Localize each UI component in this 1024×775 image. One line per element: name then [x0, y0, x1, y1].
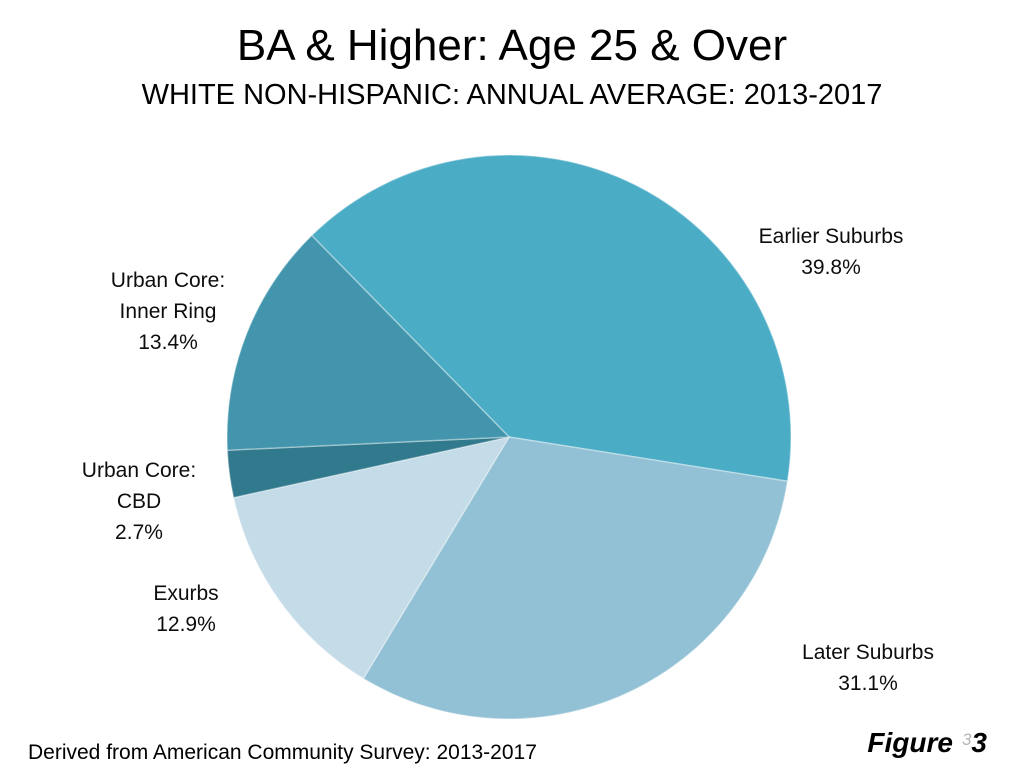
slice-label-exurbs: Exurbs 12.9% — [153, 578, 218, 640]
slice-label-line: Urban Core: — [110, 269, 226, 292]
figure-caption: Figure 33 — [867, 727, 987, 759]
slice-label-earlier-suburbs: Earlier Suburbs 39.8% — [759, 221, 904, 283]
slice-label-line: 31.1% — [838, 672, 898, 695]
slice-label-line: 39.8% — [801, 256, 861, 279]
chart-title: BA & Higher: Age 25 & Over — [236, 21, 788, 70]
pie-slice-exurbs — [232, 436, 510, 680]
slice-label-line: CBD — [116, 490, 162, 513]
slice-label-line: Earlier Suburbs — [758, 225, 904, 248]
pie-slice-later-suburbs — [362, 436, 789, 720]
slice-label-line: 13.4% — [138, 331, 198, 354]
figure-ghost-digit: 3 — [961, 730, 972, 749]
source-note: Derived from American Community Survey: … — [28, 741, 537, 764]
pie-slice-earlier-suburbs — [310, 154, 792, 482]
figure-caption-number: 3 — [971, 727, 987, 758]
slice-label-line: Later Suburbs — [802, 641, 934, 664]
slice-label-later-suburbs: Later Suburbs 31.1% — [802, 637, 934, 699]
chart-subtitle: WHITE NON-HISPANIC: ANNUAL AVERAGE: 2013… — [141, 79, 883, 111]
pie-slice-urban-core-inner-ring — [226, 234, 510, 451]
figure-caption-label: Figure — [867, 727, 953, 758]
pie-slice-urban-core-cbd — [226, 436, 510, 499]
slice-label-line: Exurbs — [153, 582, 219, 605]
slice-label-line: 12.9% — [156, 613, 216, 636]
slice-label-line: Inner Ring — [119, 300, 217, 323]
slice-label-urban-core-cbd: Urban Core: CBD 2.7% — [82, 455, 196, 548]
slice-label-urban-core-inner-ring: Urban Core: Inner Ring 13.4% — [111, 265, 225, 358]
slice-label-line: 2.7% — [115, 521, 163, 544]
slice-label-line: Urban Core: — [81, 459, 197, 482]
